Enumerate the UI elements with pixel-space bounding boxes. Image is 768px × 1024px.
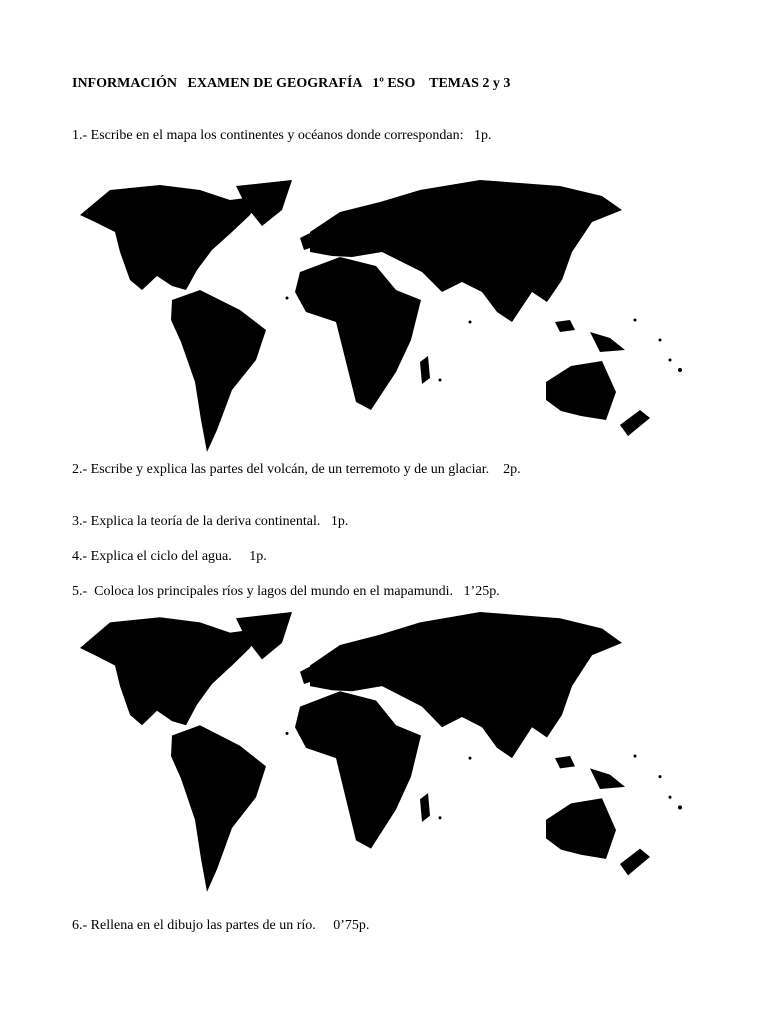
question-3: 3.- Explica la teoría de la deriva conti… [72, 514, 349, 529]
question-1: 1.- Escribe en el mapa los continentes y… [72, 128, 492, 143]
question-6: 6.- Rellena en el dibujo las partes de u… [72, 918, 370, 933]
world-map-1 [80, 180, 682, 452]
question-4: 4.- Explica el ciclo del agua. 1p. [72, 549, 267, 564]
world-map-2 [80, 612, 682, 892]
page-title: INFORMACIÓN EXAMEN DE GEOGRAFÍA 1º ESO T… [72, 76, 511, 91]
question-2: 2.- Escribe y explica las partes del vol… [72, 462, 521, 477]
question-5: 5.- Coloca los principales ríos y lagos … [72, 584, 500, 599]
